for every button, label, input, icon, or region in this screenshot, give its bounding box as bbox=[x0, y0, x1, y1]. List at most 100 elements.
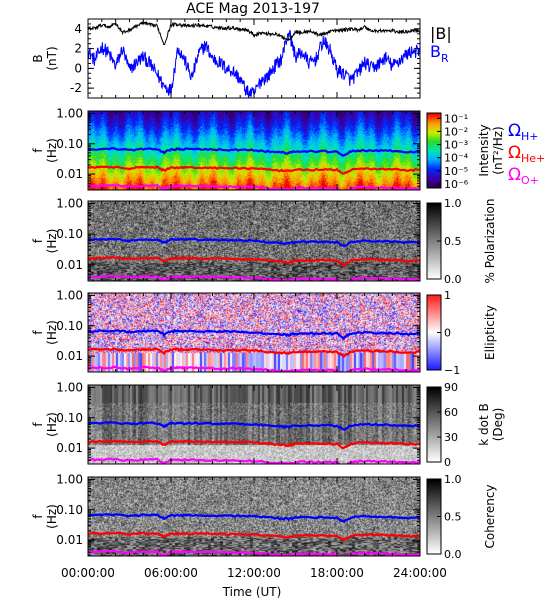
colorbar-tick-label: 0.5 bbox=[444, 235, 462, 248]
plot-frame bbox=[87, 200, 421, 282]
legend-omega-Hplus: ΩH+ bbox=[508, 121, 539, 143]
series-line-B-magnitude bbox=[88, 20, 420, 45]
y-tick-label: 4 bbox=[74, 22, 82, 36]
y-tick-label: 1.00 bbox=[56, 196, 83, 210]
legend-omega-Heplus: ΩHe+ bbox=[508, 143, 545, 165]
y-tick-label: 0.01 bbox=[56, 441, 83, 455]
y-tick-label: 1.00 bbox=[56, 106, 83, 120]
colorbar-tick-label: 10⁻⁵ bbox=[444, 165, 468, 178]
panel-coherency: f (Hz) 1.00 0.10 0.01 1.0 0.5 0.0 Coherency bbox=[31, 472, 497, 561]
colorbar-tick-label: 10⁻³ bbox=[444, 139, 468, 152]
colorbar-unit: (Deg) bbox=[491, 408, 505, 442]
colorbar-tick-label: 0 bbox=[444, 456, 451, 469]
colorbar-tick-label: 0.5 bbox=[444, 511, 462, 524]
colorbar-tick-label: 0.0 bbox=[444, 273, 462, 286]
y-axis-unit: (Hz) bbox=[45, 504, 59, 529]
y-tick-label: 1.00 bbox=[56, 380, 83, 394]
y-tick-label: 1.00 bbox=[56, 288, 83, 302]
y-tick-label: 0.01 bbox=[56, 258, 83, 272]
panel-intensity: f (Hz) 1.00 0.10 0.01 10⁻¹10⁻²10⁻³10⁻⁴10⁻⁵10⁻… bbox=[31, 106, 545, 191]
gyro-line-Heplus bbox=[88, 255, 420, 268]
colorbar-tick-label: 0 bbox=[444, 327, 451, 340]
panel-polarization: f (Hz) 1.00 0.10 0.01 1.0 0.5 0.0 % Polarization bbox=[31, 196, 497, 286]
plot-frame bbox=[87, 18, 421, 99]
colorbar-frame bbox=[426, 112, 442, 189]
x-axis: 00:00:00 06:00:00 12:00:00 18:00:00 24:00:00 bbox=[61, 566, 447, 580]
plot-frame bbox=[87, 476, 421, 557]
x-tick-label: 06:00:00 bbox=[144, 566, 198, 580]
gyro-line-Heplus bbox=[88, 530, 420, 543]
colorbar-tick-label: 1.0 bbox=[444, 473, 462, 486]
series-group bbox=[88, 20, 420, 98]
colorbar-unit: (nT²/Hz) bbox=[491, 126, 505, 174]
colorbar-intensity bbox=[427, 113, 441, 188]
y-axis-label: f bbox=[31, 422, 45, 427]
colorbar-tick-label: −1 bbox=[444, 364, 460, 377]
colorbar-label: Coherency bbox=[483, 484, 497, 548]
y-tick-label: 0.01 bbox=[56, 349, 83, 363]
y-tick-label: 0.10 bbox=[56, 227, 83, 241]
y-tick-label: 2 bbox=[74, 42, 82, 56]
y-tick-label: 1.00 bbox=[56, 472, 83, 486]
y-axis-unit: (Hz) bbox=[45, 412, 59, 437]
y-axis-label: f bbox=[31, 148, 45, 153]
y-axis-unit: (Hz) bbox=[45, 138, 59, 163]
colorbar-coherency bbox=[427, 479, 441, 554]
y-axis-unit: (nT) bbox=[45, 46, 59, 70]
series-line-BR bbox=[88, 29, 420, 98]
x-tick-label: 12:00:00 bbox=[227, 566, 281, 580]
colorbar-frame bbox=[426, 386, 442, 463]
colorbar-label: Ellipticity bbox=[483, 305, 497, 360]
gyro-line-Hplus bbox=[88, 329, 420, 341]
gyro-line-Heplus bbox=[88, 165, 420, 175]
legend-B-magnitude: |B| bbox=[430, 24, 452, 43]
y-tick-label: 0.01 bbox=[56, 533, 83, 547]
plot-frame bbox=[87, 110, 421, 191]
plot-frame bbox=[87, 292, 421, 373]
colorbar-tick-label: 90 bbox=[444, 381, 458, 394]
x-axis-label: Time (UT) bbox=[222, 585, 282, 599]
gyrofrequency-legend: ΩH+ΩHe+ΩO+ bbox=[508, 121, 545, 187]
colorbar-label: Intensity bbox=[477, 124, 491, 176]
legend-BR: BR bbox=[430, 42, 449, 65]
gyro-line-Hplus bbox=[88, 237, 420, 248]
colorbar-ellipticity bbox=[427, 295, 441, 370]
field-legend: |B|BR bbox=[430, 24, 452, 65]
y-axis-unit: (Hz) bbox=[45, 229, 59, 254]
colorbar-label: k dot B bbox=[477, 403, 491, 445]
legend-omega-Oplus: ΩO+ bbox=[508, 165, 539, 187]
gyro-line-Hplus bbox=[88, 513, 420, 524]
colorbar-tick-label: 10⁻¹ bbox=[444, 112, 468, 125]
colorbar-kdotb bbox=[427, 387, 441, 462]
plot-frame bbox=[87, 384, 421, 465]
chart-title: ACE Mag 2013-197 bbox=[186, 1, 320, 17]
y-tick-label: 0.10 bbox=[56, 411, 83, 425]
x-tick-label: 18:00:00 bbox=[310, 566, 364, 580]
gyro-line-Hplus bbox=[88, 146, 420, 157]
panel-ellipticity: f (Hz) 1.00 0.10 0.01 1 0 −1 Ellipticity bbox=[31, 288, 497, 377]
colorbar-tick-label: 10⁻² bbox=[444, 125, 468, 138]
y-axis-label: B bbox=[31, 54, 45, 62]
panel-field: B (nT) 4 2 0 -2 |B|BR bbox=[31, 18, 452, 99]
y-axis-label: f bbox=[31, 330, 45, 335]
colorbar-tick-label: 1 bbox=[444, 289, 451, 302]
colorbar-tick-label: 30 bbox=[444, 431, 458, 444]
y-axis-label: f bbox=[31, 238, 45, 243]
colorbar-tick-label: 1.0 bbox=[444, 197, 462, 210]
colorbar-tick-label: 10⁻⁴ bbox=[444, 152, 469, 165]
colorbar-tick-label: 0.0 bbox=[444, 548, 462, 561]
colorbar-label: % Polarization bbox=[483, 199, 497, 284]
y-tick-label: 0.10 bbox=[56, 503, 83, 517]
colorbar-polarization bbox=[427, 203, 441, 279]
colorbar-tick-label: 10⁻⁶ bbox=[444, 178, 469, 191]
y-tick-label: 0.10 bbox=[56, 137, 83, 151]
colorbar-tick-label: 60 bbox=[444, 406, 458, 419]
x-tick-label: 24:00:00 bbox=[393, 566, 447, 580]
y-tick-label: -2 bbox=[70, 81, 82, 95]
y-tick-label: 0 bbox=[74, 61, 82, 75]
panel-kdotb: f (Hz) 1.00 0.10 0.01 90 60 30 0 k dot B (Deg) bbox=[31, 380, 505, 469]
y-axis-label: f bbox=[31, 514, 45, 519]
gyro-line-Heplus bbox=[88, 439, 420, 450]
gyro-line-Heplus bbox=[88, 347, 420, 359]
